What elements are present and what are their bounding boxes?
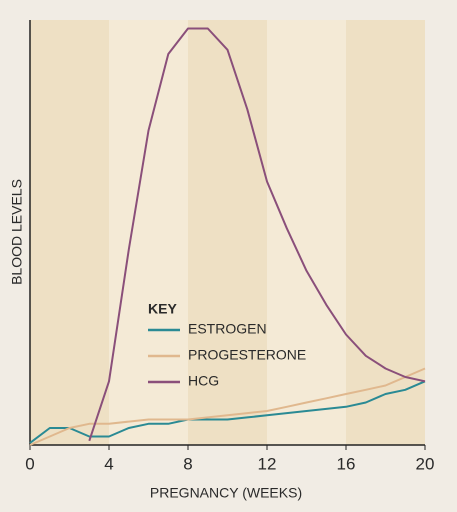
x-tick-label: 8 — [183, 454, 192, 473]
y-axis-label: BLOOD LEVELS — [9, 179, 25, 285]
background-band — [267, 20, 346, 445]
legend-title: KEY — [148, 301, 177, 317]
x-axis-label: PREGNANCY (WEEKS) — [150, 485, 302, 501]
legend-label: HCG — [188, 373, 219, 389]
legend-label: PROGESTERONE — [188, 347, 306, 363]
x-tick-label: 0 — [25, 454, 34, 473]
x-tick-label: 12 — [258, 454, 277, 473]
x-tick-label: 16 — [337, 454, 356, 473]
background-band — [346, 20, 425, 445]
series-line — [29, 380, 426, 444]
background-band — [30, 20, 109, 445]
x-tick-label: 20 — [416, 454, 435, 473]
legend-label: ESTROGEN — [188, 321, 267, 337]
series-line — [88, 27, 426, 442]
background-band — [188, 20, 267, 445]
x-tick-label: 4 — [104, 454, 113, 473]
background-band — [109, 20, 188, 445]
